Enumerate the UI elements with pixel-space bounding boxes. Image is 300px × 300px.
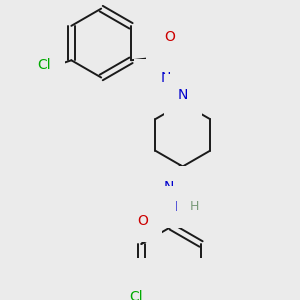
Text: N: N — [175, 200, 185, 214]
Text: O: O — [164, 30, 175, 44]
Text: H: H — [190, 200, 199, 213]
Text: Cl: Cl — [38, 58, 51, 72]
Text: Cl: Cl — [129, 290, 142, 300]
Text: O: O — [137, 214, 148, 228]
Text: N: N — [160, 70, 171, 85]
Text: N: N — [163, 180, 173, 194]
Text: N: N — [178, 88, 188, 102]
Text: H: H — [146, 71, 156, 84]
